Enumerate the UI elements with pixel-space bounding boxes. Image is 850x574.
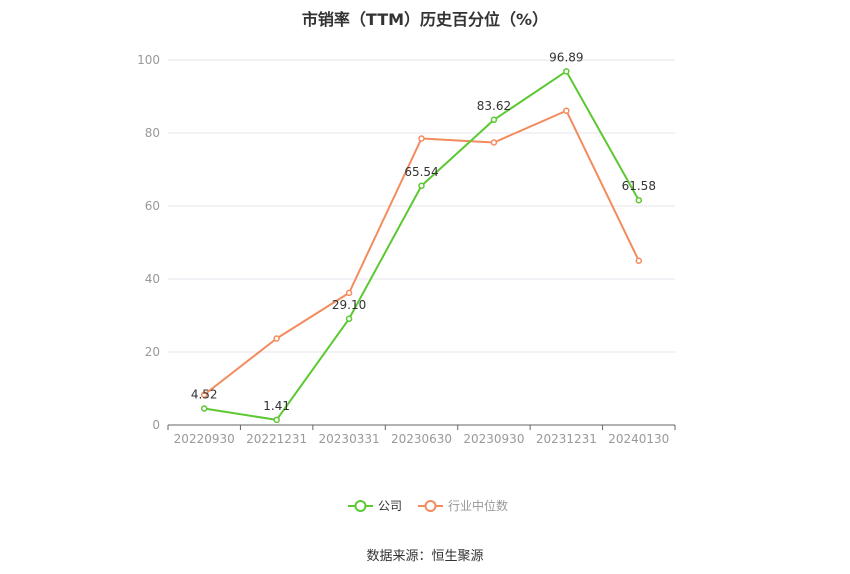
series-point (418, 182, 425, 190)
series-point (635, 257, 643, 264)
x-tick-label: 20221231 (246, 432, 307, 446)
y-axis: 0 20 40 60 80 100 (137, 53, 160, 432)
legend-label: 行业中位数 (448, 498, 508, 513)
chart-title: 市销率（TTM）历史百分位（%） (301, 10, 549, 29)
data-labels: 4.52 1.41 29.10 65.54 83.62 96.89 61.58 (191, 50, 656, 413)
data-label: 1.41 (263, 399, 290, 413)
y-tick-label: 40 (145, 272, 160, 286)
legend-item[interactable]: 公司 (348, 499, 402, 513)
legend[interactable]: 公司 行业中位数 (348, 498, 508, 513)
data-label: 83.62 (477, 99, 511, 113)
series-point (563, 107, 570, 114)
x-tick-label: 20231231 (536, 432, 597, 446)
grid-lines (168, 59, 675, 353)
data-label: 96.89 (549, 50, 583, 64)
series-point (490, 139, 498, 146)
x-tick-label: 20230930 (463, 432, 524, 446)
legend-marker (424, 500, 437, 512)
x-axis: 20220930 20221231 20230331 20230630 20230930… (167, 424, 676, 446)
y-tick-label: 0 (152, 418, 160, 432)
legend-label: 公司 (378, 499, 402, 513)
series-point (345, 315, 353, 323)
series-point (345, 289, 353, 297)
y-tick-label: 100 (137, 53, 160, 67)
data-label: 61.58 (622, 179, 656, 193)
data-label: 65.54 (404, 165, 438, 179)
x-tick-label: 20220930 (174, 432, 235, 446)
data-label: 29.10 (332, 298, 366, 312)
x-tick-label: 20230630 (391, 432, 452, 446)
y-tick-label: 20 (145, 345, 160, 359)
series-point (200, 405, 208, 412)
series-point (563, 68, 570, 75)
series-point (490, 116, 498, 124)
legend-item[interactable]: 行业中位数 (418, 498, 508, 513)
series-layer (200, 68, 643, 424)
x-tick-label: 20230331 (319, 432, 380, 446)
legend-marker (354, 500, 367, 512)
data-source-note: 数据来源：恒生聚源 (366, 549, 484, 564)
y-tick-label: 60 (145, 199, 160, 213)
y-tick-label: 80 (145, 126, 160, 140)
data-label: 4.52 (191, 388, 218, 402)
series-point (273, 416, 280, 424)
series-point (418, 135, 425, 142)
series-point (273, 335, 280, 342)
series-point (200, 391, 208, 398)
x-tick-label: 20240130 (608, 432, 669, 446)
series-point (635, 196, 643, 204)
